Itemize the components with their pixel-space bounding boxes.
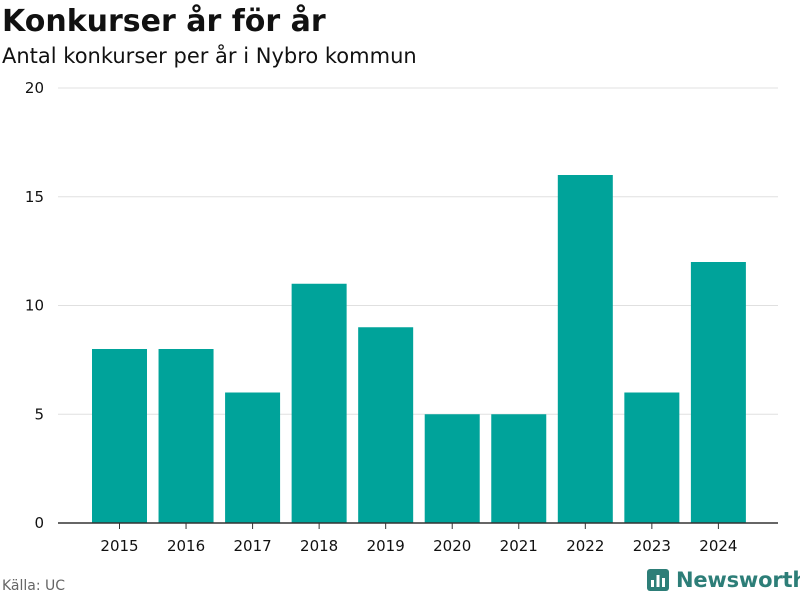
newsworthy-logo-icon bbox=[647, 569, 669, 591]
bar-2021 bbox=[491, 414, 547, 523]
x-tick-label: 2022 bbox=[566, 537, 604, 555]
bar-2020 bbox=[424, 414, 480, 523]
x-tick-label: 2024 bbox=[699, 537, 737, 555]
brand-name: Newsworthy bbox=[676, 568, 800, 592]
bar-2022 bbox=[557, 175, 613, 523]
newsworthy-brand: Newsworthy bbox=[646, 568, 800, 592]
bar-2015 bbox=[92, 349, 147, 523]
y-tick-label: 20 bbox=[25, 79, 44, 97]
bar-2023 bbox=[624, 392, 680, 523]
x-tick-label: 2020 bbox=[433, 537, 471, 555]
bar-2017 bbox=[225, 392, 281, 523]
x-tick-label: 2023 bbox=[633, 537, 671, 555]
x-tick-label: 2017 bbox=[233, 537, 271, 555]
x-tick-label: 2021 bbox=[500, 537, 538, 555]
x-tick-label: 2015 bbox=[100, 537, 138, 555]
source-note: Källa: UC bbox=[2, 578, 66, 594]
y-tick-label: 10 bbox=[25, 297, 44, 315]
x-tick-label: 2018 bbox=[300, 537, 338, 555]
y-tick-label: 5 bbox=[34, 405, 44, 423]
chart-title: Konkurser år för år bbox=[2, 4, 326, 39]
x-tick-label: 2016 bbox=[167, 537, 205, 555]
bar-2024 bbox=[690, 262, 746, 523]
y-tick-label: 0 bbox=[34, 514, 44, 532]
x-tick-label: 2019 bbox=[367, 537, 405, 555]
bar-2016 bbox=[158, 349, 214, 523]
bar-2019 bbox=[358, 327, 414, 523]
chart-subtitle: Antal konkurser per år i Nybro kommun bbox=[2, 44, 417, 68]
y-tick-label: 15 bbox=[25, 188, 44, 206]
bar-2018 bbox=[291, 283, 347, 523]
